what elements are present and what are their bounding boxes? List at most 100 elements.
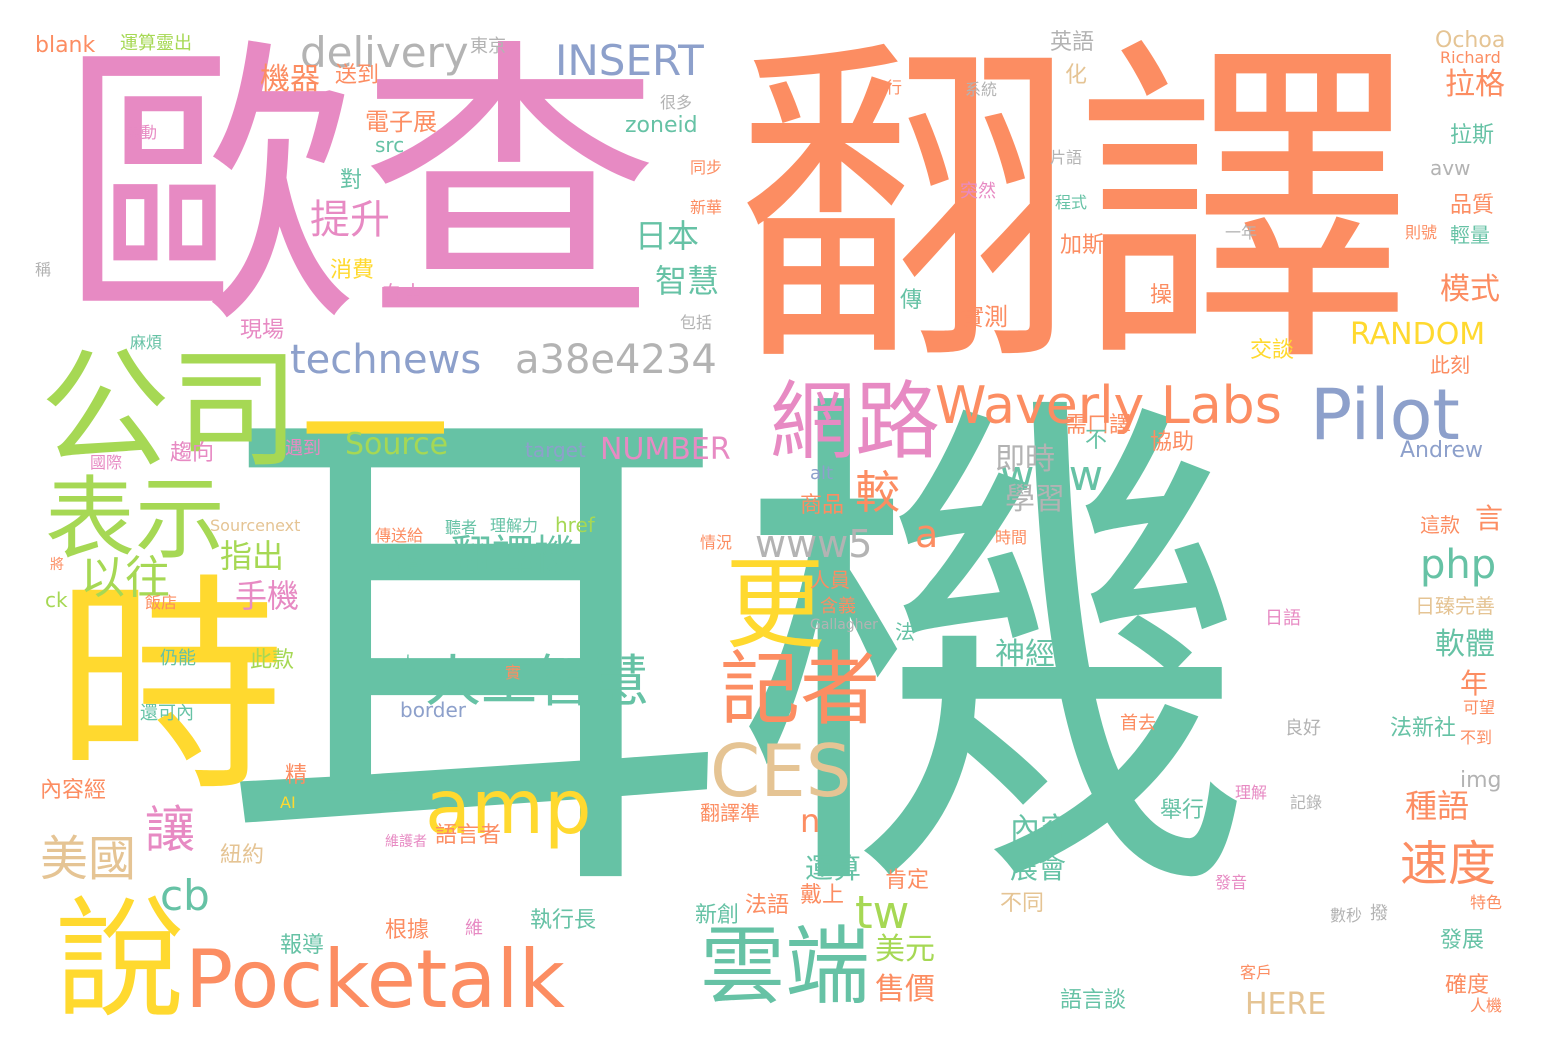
cloud-word: tw (855, 886, 910, 939)
cloud-word: 年 (1460, 667, 1489, 700)
cloud-word: 趨向 (170, 441, 215, 466)
cloud-word: 良好 (1285, 718, 1321, 739)
cloud-word: 對 (340, 168, 363, 193)
cloud-word: Source (345, 427, 449, 462)
cloud-word: 舉行 (1160, 798, 1205, 823)
cloud-word: INSERT (555, 36, 704, 85)
cloud-word: 飯店 (145, 593, 178, 612)
cloud-word: 情況 (700, 533, 733, 552)
cloud-word: 種語 (1405, 787, 1470, 825)
cloud-word: 不同 (1000, 891, 1045, 916)
cloud-word: 同步 (690, 158, 723, 177)
cloud-word: 日語 (1265, 608, 1301, 629)
cloud-word: 即時 (995, 442, 1055, 477)
cloud-word: 實測 (960, 303, 1008, 331)
cloud-word: 消費 (330, 258, 375, 283)
cloud-word: 交談 (1250, 338, 1295, 363)
cloud-word: 表示 (45, 467, 225, 572)
cloud-word: 自由 (380, 283, 425, 308)
cloud-word: 報導 (280, 933, 325, 958)
cloud-word: 指出 (220, 537, 285, 575)
cloud-word: ck (45, 588, 68, 612)
cloud-word: 一 (300, 348, 451, 522)
cloud-word: 時間 (995, 528, 1028, 547)
cloud-word: 操 (1150, 283, 1173, 308)
cloud-word: border (400, 698, 467, 722)
cloud-word: Sourcenext (210, 516, 301, 535)
cloud-word: 新創 (695, 903, 740, 928)
cloud-word: target (525, 438, 586, 462)
cloud-word: 稱 (35, 260, 52, 279)
cloud-word: 內容經 (40, 778, 107, 803)
cloud-word: src (375, 133, 405, 157)
cloud-word: 運算靈出 (120, 33, 192, 54)
cloud-word: php (1420, 542, 1497, 588)
cloud-word: 現場 (240, 318, 285, 343)
cloud-word: 聽者 (445, 518, 478, 537)
cloud-word: 將 (50, 557, 64, 573)
cloud-word: 人工智慧 (425, 650, 649, 715)
cloud-word: 美國 (40, 831, 137, 887)
cloud-word: 人 (400, 653, 417, 672)
cloud-word: 很多 (660, 93, 693, 112)
cloud-word: 實 (505, 663, 522, 682)
cloud-word: 遇到 (285, 438, 321, 459)
cloud-word: 程式 (1055, 193, 1088, 212)
cloud-word: 含義 (820, 596, 856, 617)
cloud-word: 內容 (1010, 812, 1070, 847)
cloud-word: Andrew (1400, 438, 1484, 463)
cloud-word: 雲端 (700, 918, 871, 1017)
cloud-word: 手機 (235, 577, 300, 615)
cloud-word: NUMBER (600, 432, 731, 467)
cloud-word: Waverly Labs (935, 376, 1282, 436)
cloud-word: 提升 (310, 197, 390, 243)
cloud-word: zoneid (625, 113, 698, 138)
cloud-word: 記者 (720, 643, 880, 736)
cloud-word: 語言談 (1060, 988, 1127, 1013)
cloud-word: 日本 (635, 217, 700, 255)
cloud-word: Richard (1440, 48, 1501, 67)
cloud-word: 智慧 (655, 262, 720, 300)
cloud-word: 以往 (80, 551, 171, 604)
cloud-word: 轟動 (125, 123, 158, 142)
cloud-word: Gallagher (810, 617, 878, 633)
cloud-word: 則號 (1405, 223, 1438, 242)
cloud-word: 較 (855, 466, 901, 519)
cloud-word: 機器 (260, 62, 320, 97)
cloud-word: 讓 (145, 801, 195, 859)
cloud-word: 確度 (1445, 973, 1490, 998)
cloud-word: 速度 (1400, 836, 1497, 892)
cloud-word: 英語 (1050, 30, 1095, 55)
cloud-word: 精 (285, 763, 308, 788)
cloud-word: 人機 (1470, 996, 1503, 1015)
cloud-word: 神經 (995, 637, 1055, 672)
cloud-word: 日臻完善 (1415, 594, 1495, 618)
cloud-word: 戴上 (800, 883, 845, 908)
cloud-word: 這款 (1420, 513, 1460, 537)
cloud-word: 根據 (385, 918, 430, 943)
cloud-word: 拉格 (1445, 67, 1505, 102)
cloud-word: 學習 (1005, 482, 1065, 517)
cloud-word: AI (280, 793, 296, 812)
cloud-word: 化 (1065, 63, 1088, 88)
cloud-word: 加斯 (1060, 233, 1105, 258)
cloud-word: 此刻 (1430, 353, 1470, 377)
cloud-word: 發展 (1440, 928, 1485, 953)
cloud-word: www (1000, 451, 1104, 500)
cloud-word: 撥 (1370, 903, 1388, 924)
cloud-word: 耳機 (215, 352, 1255, 958)
cloud-word: 國際 (90, 453, 123, 472)
cloud-word: 理解 (1235, 783, 1268, 802)
cloud-word: 協助 (1150, 430, 1195, 455)
cloud-word: CES (710, 729, 852, 813)
cloud-word: 還可內 (140, 703, 194, 724)
cloud-word: cb (160, 871, 210, 920)
cloud-word: technews (290, 337, 482, 383)
cloud-word: HERE (1245, 987, 1327, 1022)
cloud-word: 翻譯準 (700, 801, 760, 825)
cloud-word: 首去 (1120, 713, 1156, 734)
cloud-word: avw (1430, 156, 1471, 180)
cloud-word: Pilot (1310, 374, 1460, 456)
cloud-word: 拉斯 (1450, 123, 1495, 148)
cloud-word: 時 (55, 556, 286, 823)
